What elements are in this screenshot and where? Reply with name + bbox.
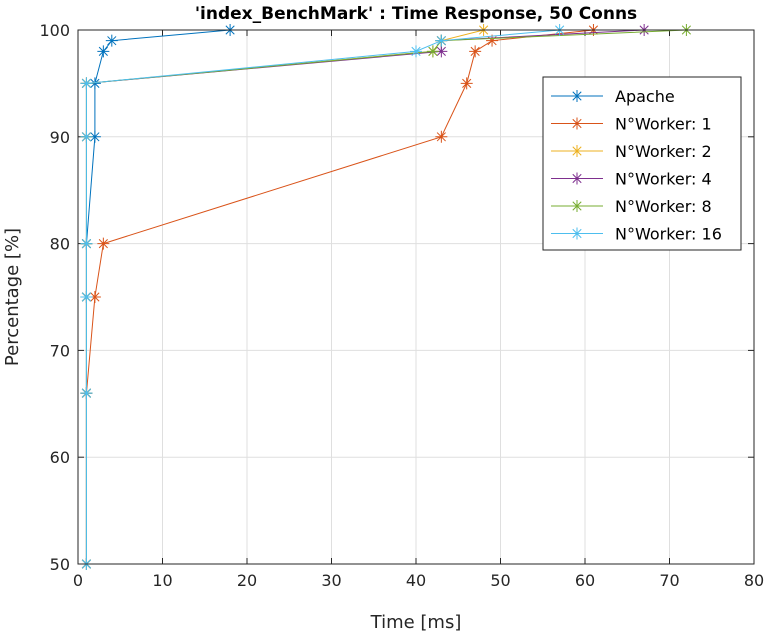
data-point (80, 130, 93, 143)
x-tick-label: 20 (237, 571, 257, 590)
data-point (426, 45, 439, 58)
data-point (80, 387, 93, 400)
data-point (571, 145, 583, 157)
data-point (80, 291, 93, 303)
data-point (88, 77, 101, 90)
data-point (469, 45, 482, 58)
y-tick-label: 100 (39, 21, 70, 40)
data-point (571, 227, 583, 240)
legend-label: N°Worker: 8 (615, 197, 712, 216)
axis-ticks: 0 10 20 30 40 50 60 70 80 50 60 70 80 90 100 (39, 21, 764, 590)
legend-entry: N°Worker: 16 (551, 225, 722, 244)
legend-label: Apache (615, 87, 675, 106)
y-axis-label: Percentage [%] (2, 228, 23, 366)
y-tick-label: 70 (50, 341, 70, 360)
y-tick-label: 90 (50, 128, 70, 147)
data-point (97, 237, 110, 250)
legend-entry: N°Worker: 1 (551, 115, 712, 134)
x-tick-label: 60 (575, 571, 595, 590)
legend-label: N°Worker: 1 (615, 115, 712, 134)
data-point (80, 77, 93, 90)
data-point (571, 200, 583, 212)
x-tick-label: 50 (490, 571, 510, 590)
legend-box (542, 76, 742, 251)
legend-entry: N°Worker: 2 (551, 142, 712, 161)
legend: Apache N°Worker: 1 N°Worker: 2 N°Worker: 4 N… (542, 76, 742, 251)
data-point (435, 130, 448, 143)
legend-label: N°Worker: 2 (615, 142, 712, 161)
y-tick-label: 50 (50, 555, 70, 574)
x-tick-label: 40 (406, 571, 426, 590)
data-point (571, 172, 583, 185)
data-point (435, 34, 448, 47)
axes-box (77, 29, 755, 565)
data-point (105, 34, 118, 47)
y-tick-label: 80 (50, 235, 70, 254)
legend-entry: N°Worker: 8 (551, 197, 712, 216)
x-tick-label: 10 (152, 571, 172, 590)
data-point (571, 117, 583, 130)
data-point (88, 130, 101, 143)
y-tick-label: 60 (50, 448, 70, 467)
data-point (460, 77, 473, 90)
data-point (435, 45, 448, 58)
x-tick-label: 70 (659, 571, 679, 590)
data-point (486, 34, 499, 47)
x-tick-label: 0 (73, 571, 83, 590)
data-point (88, 291, 101, 303)
legend-label: N°Worker: 4 (615, 170, 712, 189)
chart-title: 'index_BenchMark' : Time Response, 50 Co… (195, 4, 637, 24)
legend-entry: N°Worker: 4 (551, 170, 712, 189)
data-point (97, 45, 110, 58)
legend-entry: Apache (551, 87, 675, 106)
data-point (80, 237, 93, 250)
x-tick-label: 80 (744, 571, 764, 590)
x-axis-label: Time [ms] (370, 612, 462, 633)
data-point (410, 45, 422, 58)
legend-label: N°Worker: 16 (615, 225, 722, 244)
x-tick-label: 30 (321, 571, 341, 590)
data-point (571, 90, 583, 102)
